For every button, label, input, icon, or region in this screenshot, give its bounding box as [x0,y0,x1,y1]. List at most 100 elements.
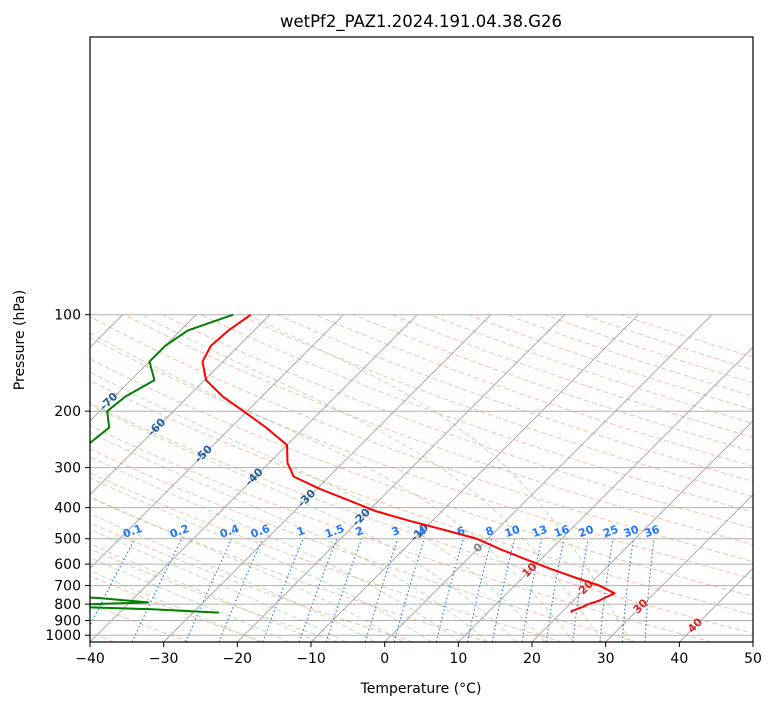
dry-adiabat [90,380,753,616]
dry-adiabat [90,522,414,642]
mixing-ratio-label: 2 [354,524,366,539]
dry-adiabat [391,314,753,438]
y-axis-label: Pressure (hPa) [12,290,28,390]
dry-adiabat [315,314,753,467]
dry-adiabat [90,575,264,642]
y-tick-label: 200 [54,404,81,420]
mixing-ratio-line [599,538,614,642]
mixing-ratio-line [545,538,565,642]
mixing-ratio-line [572,538,589,642]
moist-adiabat [90,513,375,642]
x-tick-label: 20 [523,651,541,667]
x-tick-label: 30 [597,651,615,667]
mixing-ratio-line [262,538,304,642]
mixing-ratio-label: 1 [295,524,307,539]
x-tick-label: −10 [296,651,326,667]
pressure-grid [90,314,753,636]
dry-adiabat [90,548,339,642]
x-tick-label: 50 [744,651,762,667]
mixing-ratio-label: 0.4 [218,522,241,541]
mixing-ratio-line [491,538,516,642]
x-axis-ticks: −40 −30 −20 −10 0 10 20 30 40 50 [75,642,762,667]
dry-adiabat [238,314,753,498]
isotherm-line [237,314,565,642]
mixing-ratio-label: 16 [552,523,571,541]
y-tick-label: 500 [54,532,81,548]
dry-adiabat [90,497,488,642]
y-tick-label: 100 [54,308,81,324]
isotherm-line [90,314,344,569]
y-tick-label: 900 [54,614,81,630]
isotherm-line [531,420,753,642]
isotherm-line [90,314,418,642]
y-tick-label: 300 [54,461,81,477]
mixing-ratio-label: 6 [455,524,467,539]
isotherm-line [605,494,753,642]
isotherm-line [310,314,639,642]
isotherm-line [163,314,492,642]
x-tick-label: 10 [449,651,467,667]
isotherm-line [90,314,197,422]
plot-frame [89,36,754,643]
x-tick-label: −40 [75,651,105,667]
plot-area [90,37,753,642]
mixing-ratio-label: 3 [390,524,402,539]
y-tick-label: 1000 [45,628,81,644]
dry-adiabat [162,314,753,529]
mixing-ratio-label: 0.1 [121,522,144,541]
dewpoint-profile [90,313,234,614]
moist-adiabat [90,528,347,642]
mixing-ratio-line [131,538,183,642]
mixing-ratio-line [90,538,136,627]
y-tick-label: 700 [54,579,81,595]
mixing-ratio-label: 20 [577,523,596,541]
mixing-ratio-line [466,538,493,642]
mixing-ratio-labels: 0.1 0.2 0.4 0.6 1 1.5 2 3 4 6 8 10 13 16 20 25 30 36 [121,522,661,541]
dry-adiabat [90,336,753,580]
dry-adiabat [429,314,753,424]
dry-adiabat [90,425,712,642]
chart-title: wetPf2_PAZ1.2024.191.04.38.G26 [280,12,562,32]
dry-adiabat [90,402,753,634]
mixing-ratio-label: 30 [622,523,641,541]
x-tick-label: 0 [380,651,389,667]
y-tick-label: 400 [54,501,81,517]
mixing-ratio-label: 13 [530,523,549,540]
mixing-ratio-label: 4 [416,524,428,539]
dry-adiabat [467,314,753,411]
mixing-ratio-line [218,538,263,642]
moist-adiabat [141,314,603,642]
mixing-ratio-label: 1.5 [323,522,346,541]
dry-adiabat [506,314,753,397]
mixing-ratio-line [435,538,464,642]
moist-adiabat [90,557,290,642]
mixing-ratio-line [185,538,233,642]
isotherm-line [458,346,753,642]
x-tick-label: −20 [223,651,253,667]
mixing-ratio-label: 36 [643,523,662,541]
dry-adiabat [90,472,563,642]
profiles [90,313,616,614]
isotherm-line [384,314,713,642]
dry-adiabat [353,314,753,453]
mixing-ratio-line [521,538,543,642]
x-tick-label: 40 [670,651,688,667]
isotherm-line [679,567,753,642]
y-tick-label: 600 [54,557,81,573]
mixing-ratio-label: 0.6 [249,522,272,541]
x-axis-label: Temperature (°C) [360,681,482,697]
dry-adiabat [90,316,753,563]
mixing-ratio-label: 25 [601,523,620,540]
mixing-ratio-label: 8 [484,524,496,539]
mixing-ratio-line [621,538,634,642]
isotherm-line [90,314,271,496]
y-tick-label: 800 [54,597,81,613]
x-tick-label: −30 [149,651,179,667]
mixing-ratio-label: 0.2 [168,522,191,541]
mixing-ratio-line [644,538,655,642]
moist-adiabat [247,314,632,642]
mixing-ratio-label: 10 [503,523,522,541]
dry-adiabat [124,314,753,546]
